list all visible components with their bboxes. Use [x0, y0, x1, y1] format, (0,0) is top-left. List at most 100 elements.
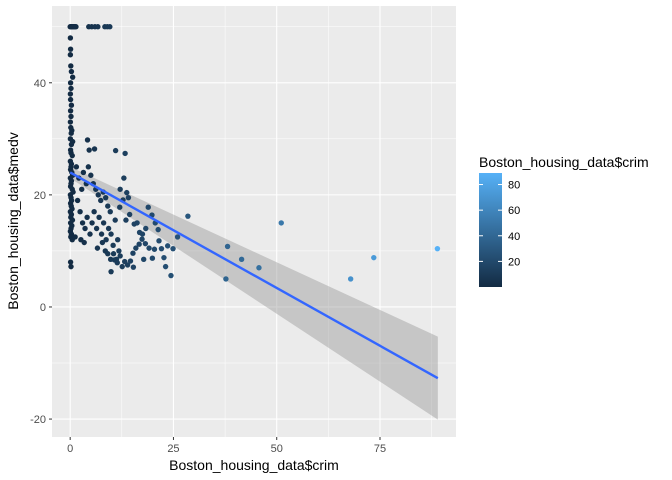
y-axis: -20 0 20 40	[30, 78, 52, 426]
x-tick-label: 0	[67, 443, 73, 455]
data-point	[223, 276, 228, 281]
legend-tick-label: 60	[508, 205, 520, 217]
data-point	[101, 220, 106, 225]
data-point	[68, 91, 73, 96]
data-point	[68, 119, 73, 124]
data-point	[103, 195, 108, 200]
data-point	[126, 195, 131, 200]
legend-tick-label: 40	[508, 231, 520, 243]
data-point	[82, 240, 87, 245]
data-point	[85, 137, 90, 142]
data-point	[95, 245, 100, 250]
data-point	[117, 205, 122, 210]
data-point	[106, 226, 111, 231]
y-tick-label: 20	[34, 190, 46, 202]
data-point	[113, 217, 118, 222]
data-point	[99, 231, 104, 236]
data-point	[120, 264, 125, 269]
data-point	[86, 147, 91, 152]
data-point	[348, 276, 353, 281]
data-point	[371, 255, 376, 260]
data-point	[435, 246, 440, 251]
data-point	[130, 250, 135, 255]
data-point	[80, 220, 85, 225]
data-point	[123, 217, 128, 222]
data-point	[87, 231, 92, 236]
data-point	[122, 151, 127, 156]
data-point	[75, 198, 80, 203]
data-point	[146, 245, 151, 250]
data-point	[96, 215, 101, 220]
data-point	[115, 237, 120, 242]
data-point	[69, 103, 74, 108]
data-point	[98, 198, 103, 203]
data-point	[105, 251, 110, 256]
data-point	[95, 24, 100, 29]
data-point	[159, 246, 164, 251]
data-point	[70, 74, 75, 79]
data-point	[100, 240, 105, 245]
data-point	[84, 215, 89, 220]
data-point	[239, 257, 244, 262]
data-point	[68, 108, 73, 113]
data-point	[107, 24, 112, 29]
data-point	[117, 187, 122, 192]
data-point	[168, 273, 173, 278]
data-point	[112, 257, 117, 262]
data-point	[140, 231, 145, 236]
data-point	[73, 24, 78, 29]
data-point	[279, 220, 284, 225]
data-point	[70, 153, 75, 158]
data-point	[117, 253, 122, 258]
data-point	[108, 269, 113, 274]
x-axis: 0 25 50 75	[67, 437, 386, 455]
y-axis-title: Boston_housing_data$medv	[5, 132, 21, 309]
y-tick-label: 40	[34, 78, 46, 90]
data-point	[82, 226, 87, 231]
x-tick-label: 75	[374, 443, 386, 455]
data-point	[68, 114, 73, 119]
data-point	[161, 255, 166, 260]
data-point	[113, 148, 118, 153]
legend-tick-label: 20	[508, 256, 520, 268]
data-point	[74, 164, 79, 169]
data-point	[110, 243, 115, 248]
data-point	[165, 243, 170, 248]
legend-tick-label: 80	[508, 180, 520, 192]
data-point	[69, 142, 74, 147]
data-point	[77, 209, 82, 214]
data-point	[124, 190, 129, 195]
data-point	[91, 209, 96, 214]
data-point	[131, 264, 136, 269]
data-point	[88, 173, 93, 178]
data-point	[116, 248, 121, 253]
data-point	[69, 131, 74, 136]
x-tick-label: 25	[167, 443, 179, 455]
data-point	[156, 238, 161, 243]
data-point	[68, 264, 73, 269]
y-tick-label: 0	[40, 302, 46, 314]
data-point	[122, 259, 127, 264]
data-point	[121, 175, 126, 180]
data-point	[108, 231, 113, 236]
data-point	[92, 146, 97, 151]
data-point	[134, 220, 139, 225]
data-point	[69, 69, 74, 74]
data-point	[72, 234, 77, 239]
data-point	[139, 236, 144, 241]
data-point	[68, 63, 73, 68]
data-point	[68, 35, 73, 40]
data-point	[105, 203, 110, 208]
data-point	[141, 257, 146, 262]
data-point	[133, 245, 138, 250]
data-point	[127, 212, 132, 217]
data-point	[86, 164, 91, 169]
data-point	[68, 46, 73, 51]
data-point	[96, 192, 101, 197]
data-point	[163, 264, 168, 269]
legend-colorbar	[479, 173, 502, 287]
data-point	[146, 205, 151, 210]
data-point	[143, 241, 148, 246]
data-point	[89, 220, 94, 225]
